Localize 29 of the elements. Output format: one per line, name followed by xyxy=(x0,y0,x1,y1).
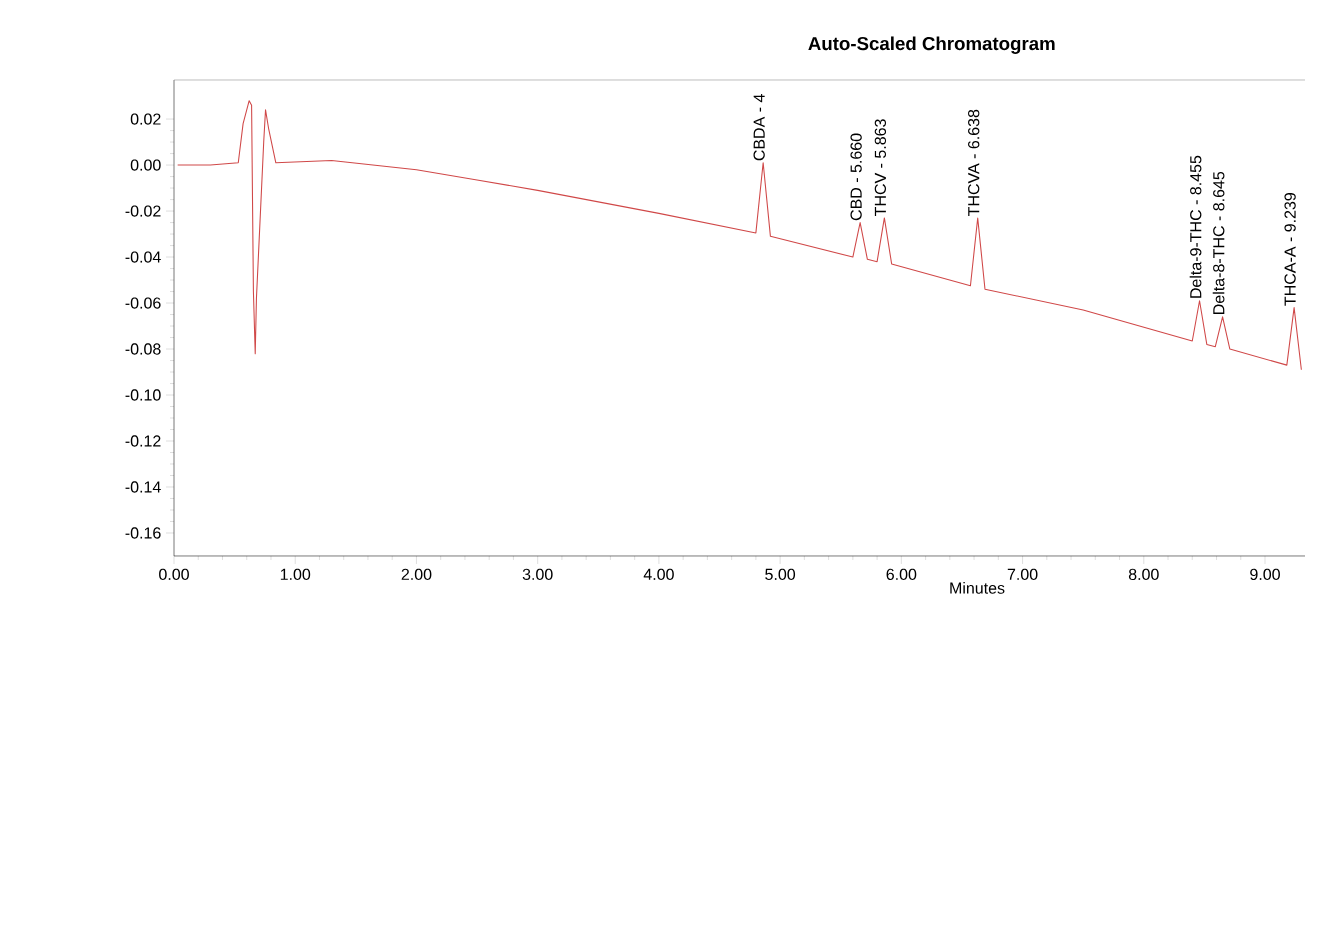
y-tick-label: -0.06 xyxy=(125,297,161,309)
y-tick-label: -0.12 xyxy=(125,435,161,447)
x-tick-label: 3.00 xyxy=(522,568,553,581)
y-tick-label: -0.16 xyxy=(125,527,161,539)
x-tick-label: 4.00 xyxy=(643,568,674,581)
x-tick-label: 8.00 xyxy=(1128,568,1159,581)
x-tick-label: 5.00 xyxy=(765,568,796,581)
y-tick-label: -0.02 xyxy=(125,205,161,217)
y-tick-label: -0.10 xyxy=(125,389,161,401)
chart-title: Auto-Scaled Chromatogram xyxy=(808,36,1055,54)
y-tick-label: -0.04 xyxy=(125,251,161,263)
annotation: CBDA - 4 xyxy=(753,94,765,161)
x-tick-label: 0.00 xyxy=(159,568,189,581)
y-tick-label: -0.08 xyxy=(125,343,161,355)
annotation: CBD - 5.660 xyxy=(850,133,862,221)
x-tick-label: 9.00 xyxy=(1250,568,1280,581)
x-axis-title: Minutes xyxy=(950,582,1005,594)
x-tick-label: 7.00 xyxy=(1007,568,1038,581)
annotation: Delta-9-THC - 8.455 xyxy=(1189,155,1202,298)
x-tick-label: 2.00 xyxy=(401,568,432,581)
y-tick-label: 0.02 xyxy=(130,113,161,125)
x-tick-label: 6.00 xyxy=(886,568,917,581)
y-tick-label: -0.14 xyxy=(125,481,161,493)
annotation: THCA-A - 9.239 xyxy=(1284,193,1296,306)
x-tick-label: 1.00 xyxy=(280,568,311,581)
annotation: Delta-8-THC - 8.645 xyxy=(1212,171,1225,314)
annotation: THCVA - 6.638 xyxy=(968,109,980,216)
annotation: THCV - 5.863 xyxy=(874,119,887,216)
y-tick-label: 0.00 xyxy=(130,159,161,171)
